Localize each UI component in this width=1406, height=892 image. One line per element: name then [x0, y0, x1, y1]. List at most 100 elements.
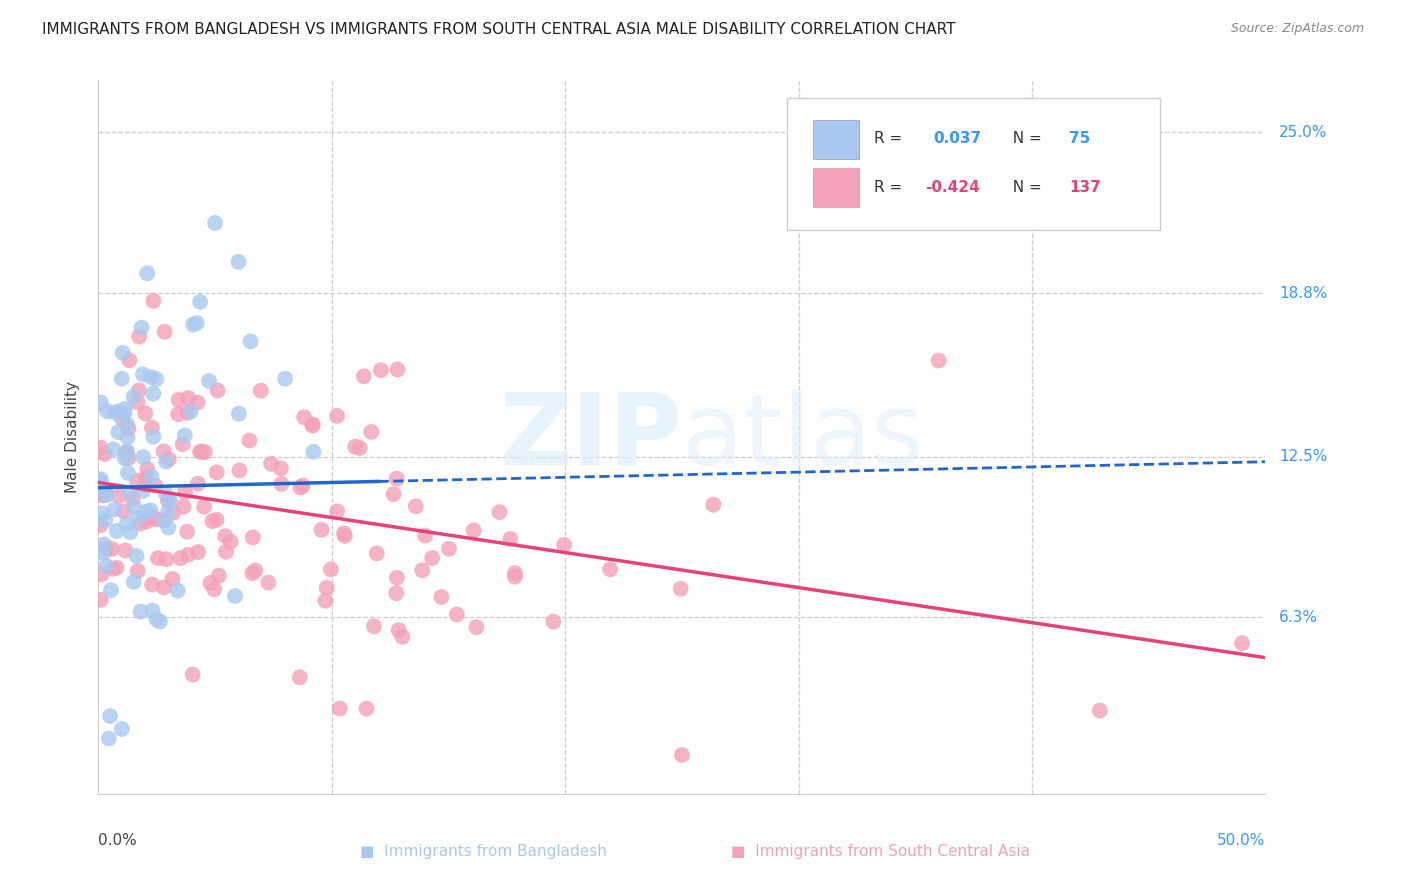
Point — [153, 581, 176, 595]
Point — [112, 407, 135, 421]
Point — [103, 502, 125, 516]
Point — [326, 504, 349, 518]
Point — [319, 562, 342, 576]
Point — [385, 571, 408, 585]
Point — [156, 493, 179, 508]
Point — [141, 577, 163, 591]
Point — [90, 482, 112, 496]
Point — [111, 346, 134, 360]
Point — [115, 445, 138, 459]
Point — [142, 293, 165, 308]
Point — [105, 560, 128, 574]
Point — [91, 488, 114, 502]
Point — [135, 505, 157, 519]
Point — [166, 583, 188, 598]
Point — [194, 445, 217, 459]
Point — [96, 488, 118, 502]
Point — [208, 568, 231, 582]
Point — [141, 604, 163, 618]
Point — [131, 320, 153, 334]
Point — [157, 452, 180, 467]
Point — [125, 474, 148, 488]
Point — [159, 492, 181, 507]
Point — [122, 500, 145, 514]
Text: 25.0%: 25.0% — [1279, 125, 1327, 140]
Point — [344, 440, 367, 454]
Point — [155, 454, 177, 468]
Point — [145, 612, 167, 626]
Point — [174, 485, 197, 500]
Point — [446, 607, 468, 622]
Point — [228, 407, 250, 421]
Point — [543, 615, 565, 629]
Point — [118, 485, 141, 500]
Point — [420, 551, 443, 566]
Point — [91, 546, 114, 560]
Point — [142, 386, 165, 401]
Point — [132, 450, 155, 464]
Point — [141, 420, 163, 434]
Point — [301, 418, 323, 433]
Point — [114, 543, 136, 558]
Point — [301, 417, 323, 432]
Point — [107, 425, 129, 439]
Point — [205, 513, 228, 527]
Point — [270, 476, 292, 491]
Point — [176, 524, 198, 539]
Point — [173, 500, 195, 514]
Point — [128, 384, 150, 398]
Point — [239, 334, 262, 349]
Point — [127, 511, 149, 525]
Point — [90, 567, 112, 582]
Point — [314, 593, 336, 607]
Point — [270, 461, 292, 475]
Point — [463, 524, 485, 538]
Point — [188, 444, 211, 458]
Point — [190, 444, 212, 458]
Point — [136, 266, 159, 280]
Point — [292, 410, 315, 425]
Text: Source: ZipAtlas.com: Source: ZipAtlas.com — [1230, 22, 1364, 36]
Point — [669, 582, 692, 596]
Point — [385, 472, 408, 486]
Text: ZIP: ZIP — [499, 389, 682, 485]
Point — [105, 524, 128, 538]
Point — [370, 363, 392, 377]
Point — [219, 534, 242, 549]
Point — [333, 529, 356, 543]
Point — [111, 412, 134, 426]
Point — [134, 406, 156, 420]
Point — [108, 489, 131, 503]
Point — [128, 329, 150, 343]
Text: ■  Immigrants from South Central Asia: ■ Immigrants from South Central Asia — [731, 844, 1029, 859]
Point — [291, 478, 314, 492]
Point — [127, 564, 149, 578]
Point — [188, 294, 211, 309]
Point — [173, 428, 195, 442]
Point — [1088, 704, 1111, 718]
Point — [193, 500, 215, 514]
Point — [115, 444, 138, 458]
Point — [257, 575, 280, 590]
Point — [214, 529, 236, 543]
Point — [202, 582, 225, 597]
Point — [114, 401, 136, 416]
Point — [200, 576, 222, 591]
Point — [503, 569, 526, 583]
Point — [405, 500, 427, 514]
Point — [391, 630, 413, 644]
Point — [204, 216, 226, 230]
Text: 75: 75 — [1070, 131, 1091, 146]
Text: R =: R = — [875, 131, 908, 146]
Text: -0.424: -0.424 — [925, 180, 979, 194]
Point — [139, 370, 162, 384]
Point — [162, 572, 184, 586]
Point — [366, 546, 388, 560]
Point — [94, 484, 117, 499]
Point — [503, 566, 526, 581]
Text: N =: N = — [1002, 180, 1046, 194]
Point — [107, 404, 129, 418]
Point — [260, 457, 283, 471]
Point — [599, 562, 621, 576]
Point — [311, 523, 333, 537]
